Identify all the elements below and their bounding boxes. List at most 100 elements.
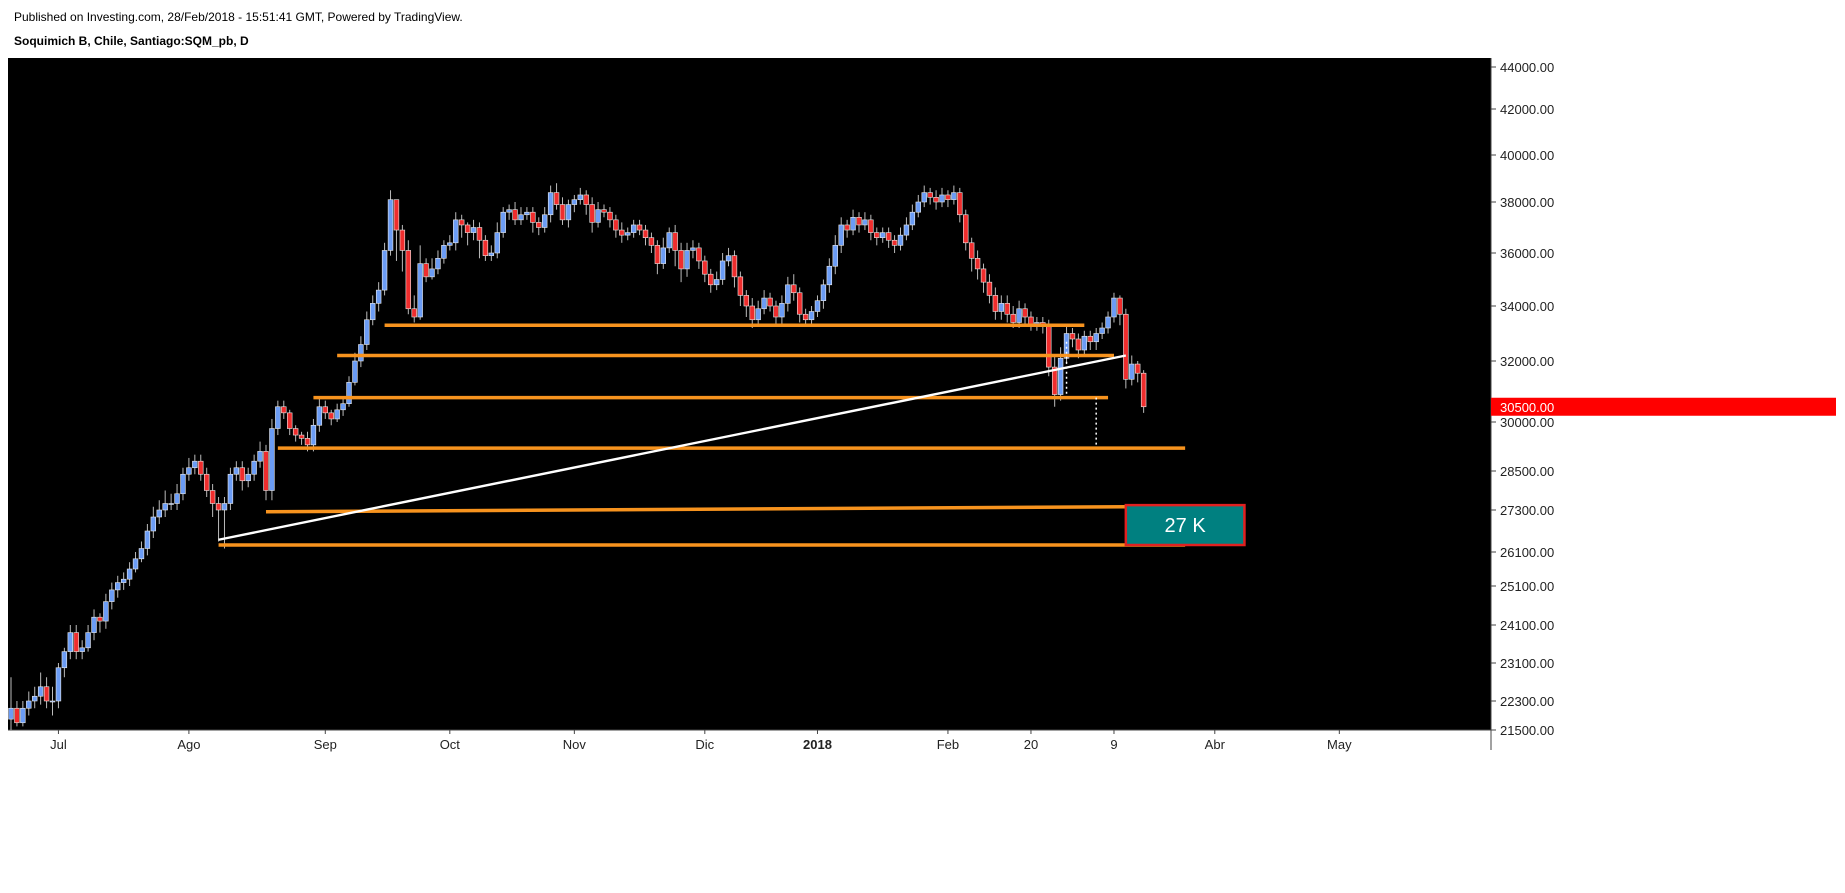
candle-down (1123, 313, 1129, 380)
x-tick-label: Dic (695, 737, 714, 752)
candle-down (672, 232, 678, 251)
candle-up (814, 300, 821, 312)
candle-up (37, 686, 44, 697)
price-axis-background[interactable] (1491, 58, 1836, 861)
candle-up (565, 204, 572, 221)
candle-up (257, 451, 263, 462)
candle-up (921, 192, 927, 203)
candle-up (470, 227, 477, 233)
x-tick-label: Feb (937, 737, 959, 752)
candle-up (435, 258, 441, 270)
candle-down (619, 229, 625, 236)
candle-down (476, 227, 483, 241)
candle-up (820, 284, 827, 302)
candle-up (488, 252, 495, 256)
candle-down (583, 194, 589, 205)
candle-down (215, 503, 222, 511)
candle-up (755, 308, 761, 321)
x-tick-label: Oct (440, 737, 461, 752)
candle-up (725, 255, 732, 262)
candle-up (1016, 308, 1022, 323)
candle-down (654, 245, 661, 264)
candle-down (802, 313, 809, 321)
y-tick-label: 44000.00 (1500, 60, 1554, 75)
candle-down (696, 247, 702, 262)
candle-up (447, 242, 453, 246)
candle-up (571, 199, 578, 205)
candle-down (974, 258, 981, 270)
candle-down (749, 305, 755, 321)
candle-up (144, 530, 151, 549)
candle-down (209, 490, 216, 504)
candle-up (518, 214, 524, 221)
candle-down (559, 204, 566, 221)
candle-up (186, 467, 192, 475)
candle-up (61, 651, 68, 669)
candle-down (767, 297, 773, 307)
candle-down (868, 219, 874, 233)
candle-up (346, 382, 352, 405)
candle-up (684, 250, 690, 270)
chart-area[interactable]: 27 K 21500.00 22300.00 23100.00 24100.00 2510… (8, 58, 1836, 861)
candle-down (263, 451, 269, 491)
candle-up (310, 424, 317, 446)
y-tick-label: 30000.00 (1500, 415, 1554, 430)
candle-up (168, 503, 174, 505)
candle-up (909, 211, 916, 226)
x-tick-label: Abr (1205, 737, 1226, 752)
candle-down (411, 308, 417, 318)
last-price-badge (1491, 397, 1836, 416)
candle-up (494, 232, 500, 254)
candle-up (85, 632, 91, 649)
candle-down (14, 707, 20, 724)
candle-up (375, 289, 382, 304)
target-box[interactable] (1124, 503, 1246, 547)
candle-up (541, 214, 548, 228)
candle-up (429, 268, 435, 278)
x-tick-label: Nov (563, 737, 587, 752)
x-tick-label: 9 (1110, 737, 1117, 752)
candle-up (126, 568, 133, 580)
candle-up (358, 344, 364, 362)
x-tick-label: 2018 (803, 737, 832, 752)
candle-down (945, 194, 951, 200)
candle-down (642, 229, 649, 239)
y-tick-label: 38000.00 (1500, 195, 1554, 210)
candle-down (927, 192, 933, 198)
trend-line[interactable] (218, 354, 1127, 541)
candle-up (227, 473, 234, 504)
candlestick-chart[interactable]: 27 K 21500.00 22300.00 23100.00 24100.00 2510… (8, 58, 1836, 861)
candle-down (636, 224, 643, 231)
x-tick-label: 20 (1024, 737, 1038, 752)
candle-up (779, 303, 785, 318)
candle-up (370, 303, 376, 321)
candle-down (1117, 297, 1123, 315)
candle-up (334, 409, 340, 420)
time-axis-background[interactable] (8, 730, 1491, 861)
candle-down (1087, 335, 1093, 343)
plot-background[interactable] (8, 58, 1491, 730)
candle-down (607, 211, 613, 221)
candle-down (1004, 303, 1010, 315)
candle-up (630, 224, 637, 233)
candle-up (808, 311, 815, 321)
candle-down (1135, 363, 1141, 374)
candle-up (832, 245, 838, 267)
candle-up (162, 503, 168, 511)
x-tick-label: Jul (50, 737, 67, 752)
candle-up (903, 224, 910, 236)
y-tick-label: 32000.00 (1500, 354, 1554, 369)
candle-up (138, 548, 145, 560)
candle-down (399, 229, 406, 251)
candle-up (174, 493, 180, 504)
candle-up (340, 403, 346, 411)
candle-down (796, 292, 803, 315)
candle-down (1046, 324, 1052, 368)
level-line[interactable] (265, 505, 1126, 514)
candle-down (891, 239, 898, 246)
candle-up (387, 199, 394, 251)
y-tick-label: 40000.00 (1500, 148, 1554, 163)
candle-up (245, 473, 251, 482)
y-tick-label: 24100.00 (1500, 618, 1554, 633)
candle-up (880, 232, 886, 239)
